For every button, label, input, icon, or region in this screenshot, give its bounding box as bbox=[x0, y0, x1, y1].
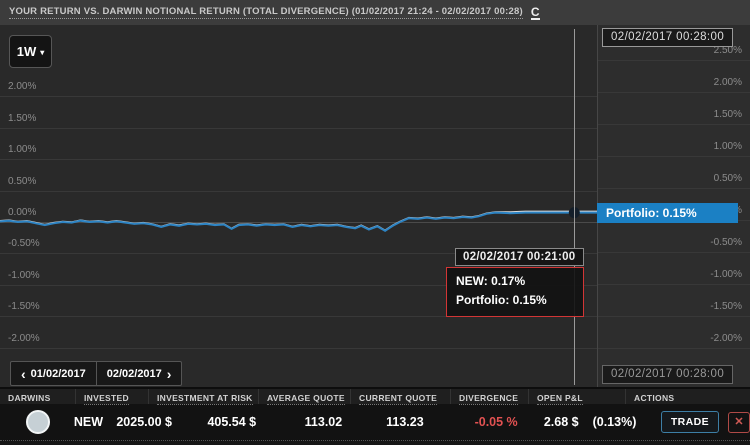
crosshair-line bbox=[574, 29, 575, 385]
open-pl-pct: (0.13%) bbox=[592, 415, 637, 429]
gridline bbox=[598, 316, 750, 317]
chevron-left-icon: ‹ bbox=[21, 365, 26, 382]
axis-tick-label: 2.00% bbox=[713, 77, 742, 88]
chart-title: YOUR RETURN VS. DARWIN NOTIONAL RETURN (… bbox=[9, 6, 523, 19]
darwin-cell bbox=[0, 410, 69, 434]
tooltip-line-new: NEW: 0.17% bbox=[456, 274, 526, 288]
gridline bbox=[598, 60, 750, 61]
crosshair-date-bottom: 02/02/2017 00:28:00 bbox=[602, 365, 734, 384]
axis-tick-label: -1.00% bbox=[8, 270, 40, 281]
next-day-label: 02/02/2017 bbox=[106, 367, 162, 380]
gridline bbox=[0, 128, 597, 129]
gridline bbox=[598, 124, 750, 125]
current-quote-value: 113.23 bbox=[386, 415, 424, 429]
timeframe-value: 1W bbox=[16, 44, 37, 59]
close-icon: ✕ bbox=[734, 415, 744, 428]
col-header-darwins: DARWINS bbox=[8, 393, 51, 403]
date-nav: ‹ 01/02/2017 02/02/2017 › bbox=[10, 361, 183, 386]
axis-tick-label: 1.00% bbox=[8, 144, 37, 155]
prev-day-label: 01/02/2017 bbox=[30, 367, 86, 380]
close-position-button[interactable]: ✕ bbox=[728, 411, 750, 433]
tooltip-body: NEW: 0.17% Portfolio: 0.15% bbox=[446, 267, 584, 317]
series-line-portfolio bbox=[0, 211, 597, 232]
axis-tick-label: -1.50% bbox=[710, 301, 742, 312]
positions-table: DARWINS INVESTED INVESTMENT AT RISK AVER… bbox=[0, 387, 750, 445]
gridline bbox=[598, 284, 750, 285]
tooltip-date: 02/02/2017 00:21:00 bbox=[455, 248, 584, 266]
axis-tick-label: -1.50% bbox=[8, 301, 40, 312]
axis-tick-label: -0.50% bbox=[710, 237, 742, 248]
gridline bbox=[598, 92, 750, 93]
average-quote-value: 113.02 bbox=[304, 415, 343, 429]
divergence-value: -0.05 % bbox=[474, 415, 518, 429]
axis-tick-label: 1.50% bbox=[713, 109, 742, 120]
gridline bbox=[0, 191, 597, 192]
col-header-investment-at-risk: INVESTMENT AT RISK bbox=[148, 389, 258, 405]
axis-tick-label: 0.00% bbox=[8, 207, 37, 218]
axis-tick-label: -0.50% bbox=[8, 238, 40, 249]
table-header-row: DARWINS INVESTED INVESTMENT AT RISK AVER… bbox=[0, 387, 750, 405]
axis-tick-label: 2.00% bbox=[8, 81, 37, 92]
timeframe-dropdown[interactable]: 1W ▾ bbox=[9, 35, 52, 68]
chevron-down-icon: ▾ bbox=[40, 48, 45, 57]
trade-button[interactable]: TRADE bbox=[660, 411, 719, 433]
axis-tick-label: 2.50% bbox=[713, 45, 742, 56]
col-header-current-quote: CURRENT QUOTE bbox=[350, 389, 450, 405]
gridline bbox=[0, 253, 597, 254]
actions-cell: TRADE ✕ bbox=[633, 411, 750, 433]
darwin-name[interactable]: NEW bbox=[73, 415, 104, 429]
axis-tick-label: -2.00% bbox=[710, 333, 742, 344]
tooltip-line-portfolio: Portfolio: 0.15% bbox=[456, 293, 547, 307]
axis-tick-label: 1.50% bbox=[8, 113, 37, 124]
gridline bbox=[0, 96, 597, 97]
gridline bbox=[0, 159, 597, 160]
col-header-average-quote: AVERAGE QUOTE bbox=[258, 389, 350, 405]
open-pl-cell: 2.68 $ (0.13%) bbox=[536, 415, 637, 429]
gridline bbox=[598, 252, 750, 253]
gridline bbox=[0, 285, 597, 286]
portfolio-value-flag: Portfolio: 0.15% bbox=[597, 203, 738, 223]
refresh-icon[interactable]: C bbox=[530, 4, 540, 20]
series-line-new bbox=[0, 210, 597, 232]
prev-day-button[interactable]: ‹ 01/02/2017 bbox=[11, 362, 96, 385]
col-header-invested: INVESTED bbox=[75, 389, 148, 405]
col-header-divergence: DIVERGENCE bbox=[450, 389, 528, 405]
axis-tick-label: -2.00% bbox=[8, 333, 40, 344]
table-row: NEW 2025.00 $ 405.54 $ 113.02 113.23 -0.… bbox=[0, 404, 750, 441]
darwin-avatar bbox=[26, 410, 50, 434]
investment-at-risk-value: 405.54 $ bbox=[207, 415, 257, 429]
crosshair-date-top: 02/02/2017 00:28:00 bbox=[602, 28, 734, 47]
col-header-actions: ACTIONS bbox=[625, 389, 750, 404]
chart-tooltip: 02/02/2017 00:21:00 NEW: 0.17% Portfolio… bbox=[446, 247, 584, 317]
gridline bbox=[598, 188, 750, 189]
axis-tick-label: 0.50% bbox=[713, 173, 742, 184]
axis-tick-label: 1.00% bbox=[713, 141, 742, 152]
chevron-right-icon: › bbox=[166, 365, 172, 382]
axis-tick-label: -1.00% bbox=[710, 269, 742, 280]
gridline bbox=[0, 348, 597, 349]
chart-area[interactable]: 2.00% 1.50% 1.00% 0.50% 0.00% -0.50% -1.00% -1.… bbox=[0, 25, 750, 387]
gridline bbox=[0, 222, 597, 223]
gridline bbox=[598, 156, 750, 157]
gridline bbox=[0, 316, 597, 317]
next-day-button[interactable]: 02/02/2017 › bbox=[95, 362, 182, 385]
col-header-open-pl: OPEN P&L bbox=[528, 389, 625, 405]
invested-value: 2025.00 $ bbox=[116, 415, 172, 429]
chart-title-bar: YOUR RETURN VS. DARWIN NOTIONAL RETURN (… bbox=[0, 0, 750, 25]
gridline bbox=[598, 348, 750, 349]
open-pl-value: 2.68 $ bbox=[543, 415, 579, 429]
axis-tick-label: 0.50% bbox=[8, 176, 37, 187]
